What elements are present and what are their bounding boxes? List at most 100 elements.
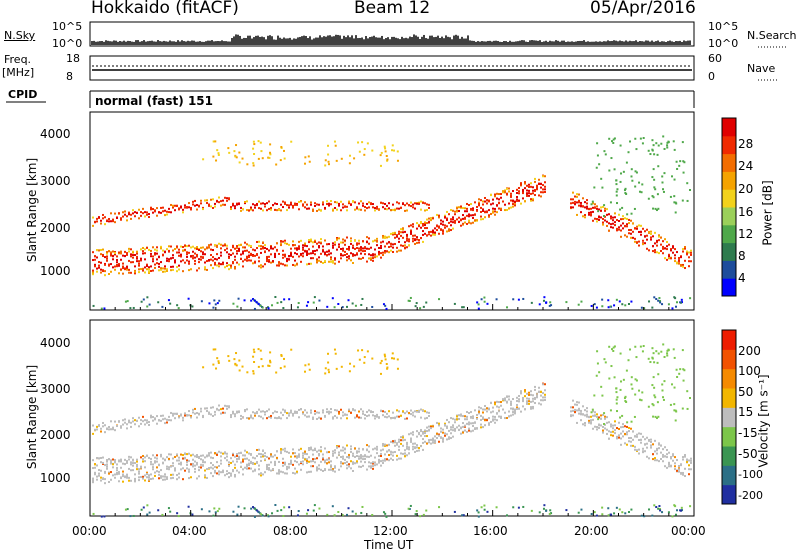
velocity-cell (498, 401, 500, 404)
power-cell (592, 206, 594, 209)
velocity-cell (190, 416, 192, 419)
velocity-cell (472, 424, 474, 427)
velocity-cell (168, 453, 170, 456)
velocity-cell (157, 509, 160, 512)
power-cell (332, 246, 334, 249)
velocity-cell (452, 429, 454, 432)
power-cell (346, 205, 348, 208)
velocity-cell (360, 511, 363, 514)
velocity-cell (516, 406, 518, 409)
velocity-cell (350, 448, 352, 451)
power-cell (344, 243, 346, 246)
velocity-cell (142, 475, 144, 478)
power-cell (106, 259, 108, 262)
velocity-cell (472, 422, 474, 425)
velocity-cell (590, 419, 592, 422)
power-cell (328, 250, 330, 253)
power-cell (116, 258, 118, 261)
power-cell (306, 207, 308, 210)
velocity-cell (618, 428, 620, 431)
velocity-cell (608, 430, 610, 433)
velocity-cell (310, 470, 312, 473)
velocity-cell (662, 343, 665, 346)
power-cell (212, 155, 215, 158)
power-cell (302, 248, 304, 251)
velocity-cell (630, 427, 632, 430)
power-cell (232, 302, 235, 305)
velocity-cell (334, 352, 337, 355)
power-cell (210, 198, 212, 201)
power-cell (616, 219, 618, 222)
velocity-cell (436, 421, 438, 424)
power-cell (444, 224, 446, 227)
velocity-cell (404, 417, 406, 420)
velocity-cell (196, 463, 198, 466)
velocity-cell (598, 426, 600, 429)
power-cell (486, 302, 489, 305)
power-cell (662, 245, 664, 248)
power-cell (530, 199, 532, 202)
power-cell (162, 267, 164, 270)
velocity-cell (604, 361, 607, 364)
velocity-cell (238, 359, 241, 362)
velocity-cell (308, 447, 310, 450)
power-cell (572, 198, 574, 201)
power-cell (674, 254, 676, 257)
velocity-cell (208, 467, 210, 470)
velocity-cell (372, 448, 374, 451)
power-cell (607, 306, 610, 309)
power-cell (250, 245, 252, 248)
velocity-cell (136, 419, 138, 422)
velocity-cell (595, 374, 598, 377)
velocity-cell (350, 411, 352, 414)
velocity-cell (634, 378, 637, 381)
velocity-cell (96, 425, 98, 428)
power-cell (328, 243, 330, 246)
power-cell (686, 250, 688, 253)
power-cell (462, 207, 464, 210)
velocity-cell (200, 466, 202, 469)
velocity-cell (466, 410, 468, 413)
velocity-cell (348, 456, 350, 459)
velocity-cell (242, 454, 244, 457)
power-cell (392, 246, 394, 249)
power-cell (196, 208, 198, 211)
velocity-cell (364, 458, 366, 461)
power-cell (366, 142, 369, 145)
power-cell (448, 229, 450, 232)
velocity-cell (590, 421, 592, 424)
power-cell (580, 204, 582, 207)
velocity-cell (538, 402, 540, 405)
velocity-cell (276, 450, 278, 453)
power-cell (152, 208, 154, 211)
power-cell (96, 217, 98, 220)
velocity-cell (242, 473, 244, 476)
velocity-cell (306, 411, 308, 414)
velocity-cell (234, 475, 236, 478)
velocity-cell (222, 469, 224, 472)
velocity-cell (348, 408, 350, 411)
power-cell (312, 250, 314, 253)
power-cell (526, 184, 528, 187)
velocity-cell (619, 352, 622, 355)
velocity-cell (384, 415, 386, 418)
velocity-cell (675, 509, 678, 512)
velocity-cell (612, 430, 614, 433)
velocity-cell (400, 442, 402, 445)
power-cell (590, 304, 593, 307)
power-cell (124, 268, 126, 271)
power-cell (307, 155, 310, 158)
velocity-cell (124, 418, 126, 421)
power-cell (114, 212, 116, 215)
velocity-cell (250, 460, 252, 463)
power-cell (344, 239, 346, 242)
power-cell (218, 299, 221, 302)
velocity-cell (603, 358, 606, 361)
velocity-cell (216, 472, 218, 475)
velocity-cell (102, 478, 104, 481)
power-cell (626, 217, 628, 220)
velocity-cell (630, 420, 633, 423)
velocity-cell (404, 452, 406, 455)
velocity-cell (610, 434, 612, 437)
velocity-cell (647, 405, 650, 408)
